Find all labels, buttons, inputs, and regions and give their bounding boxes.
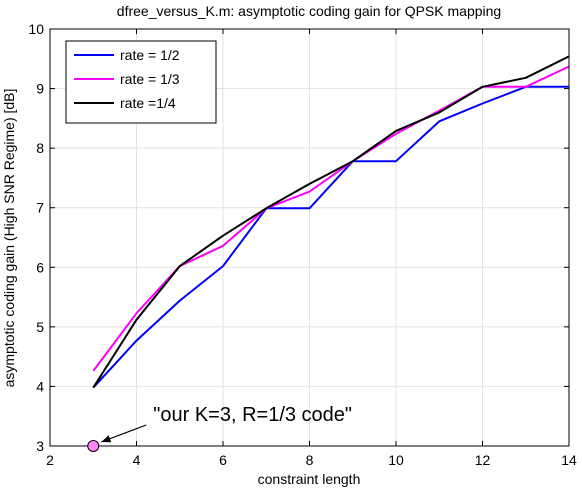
- x-tick-label: 12: [475, 452, 491, 468]
- x-tick-label: 14: [561, 452, 577, 468]
- axis-ticks: 2 4 6 8 10 12 14 3 4 5 6 7 8 9 10: [28, 21, 577, 468]
- annotation-text: "our K=3, R=1/3 code": [153, 404, 352, 426]
- y-tick-label: 8: [36, 140, 44, 156]
- legend-label: rate = 1/3: [120, 71, 180, 87]
- y-axis-label: asymptotic coding gain (High SNR Regime)…: [1, 89, 17, 388]
- x-tick-label: 2: [46, 452, 54, 468]
- y-tick-label: 5: [36, 319, 44, 335]
- series-layer: [92, 55, 570, 389]
- legend-label: rate = 1/2: [120, 47, 180, 63]
- y-tick-label: 9: [36, 81, 44, 97]
- y-tick-label: 4: [36, 378, 44, 394]
- x-tick-label: 8: [306, 452, 314, 468]
- y-tick-label: 7: [36, 200, 44, 216]
- y-tick-label: 3: [36, 438, 44, 454]
- x-tick-label: 4: [133, 452, 141, 468]
- annotation-arrowhead: [101, 435, 112, 443]
- legend: rate = 1/2 rate = 1/3 rate =1/4: [65, 40, 217, 124]
- y-tick-label: 6: [36, 259, 44, 275]
- annotation-layer: "our K=3, R=1/3 code": [87, 404, 352, 452]
- x-tick-label: 6: [219, 452, 227, 468]
- highlight-marker: [87, 440, 100, 452]
- y-tick-label: 10: [28, 21, 44, 37]
- series-line-1: [92, 85, 569, 389]
- x-axis-label: constraint length: [258, 471, 361, 487]
- x-tick-label: 10: [388, 452, 404, 468]
- chart-title: dfree_versus_K.m: asymptotic coding gain…: [117, 3, 501, 19]
- legend-label: rate =1/4: [120, 95, 176, 111]
- series-line-3: [92, 55, 570, 389]
- grid-lines: [49, 28, 570, 447]
